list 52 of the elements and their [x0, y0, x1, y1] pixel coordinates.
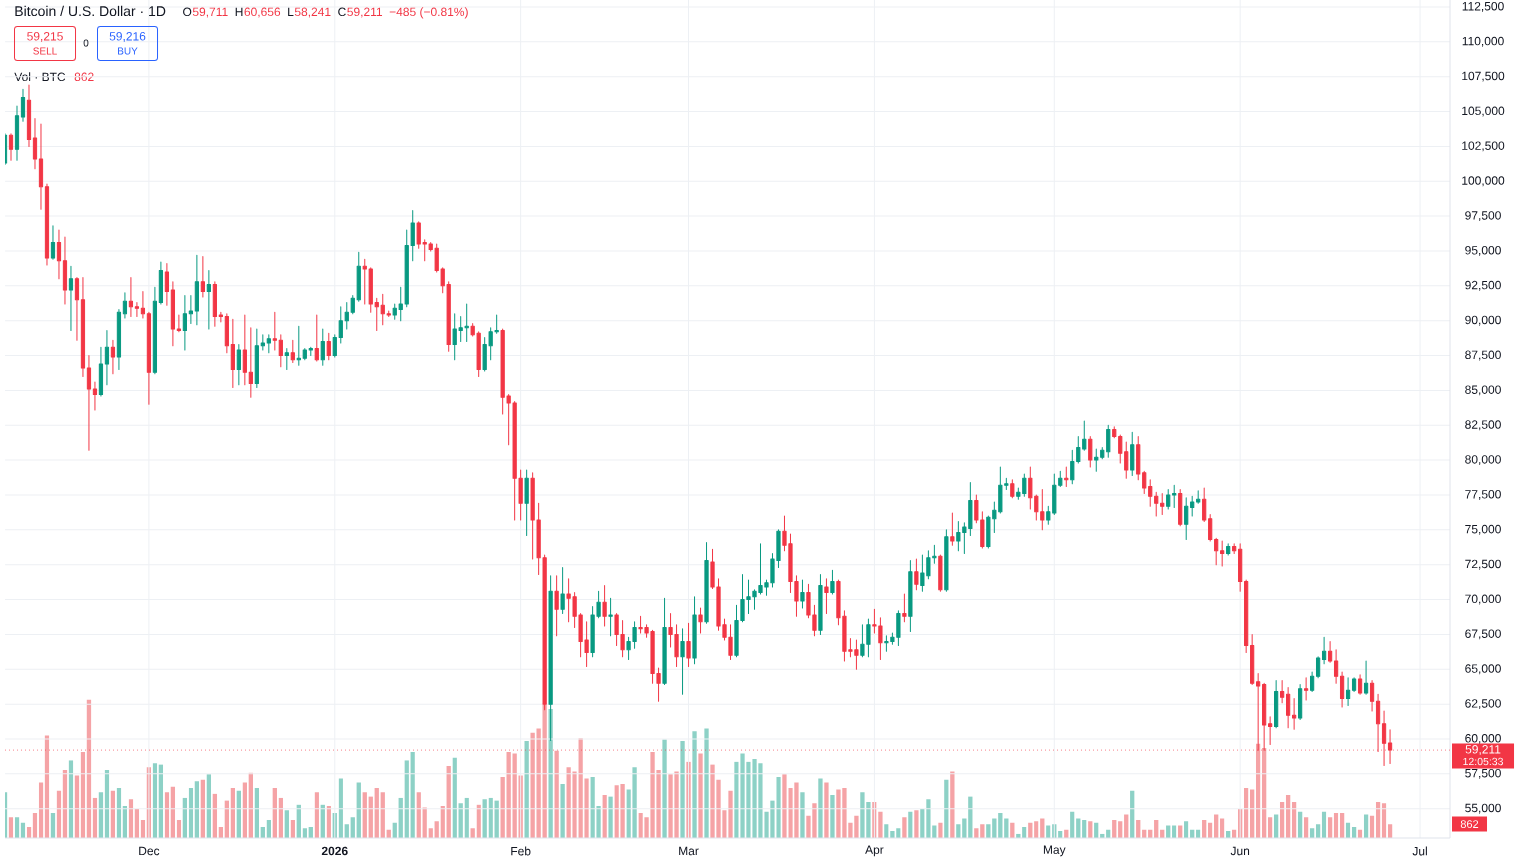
y-tick-label: 95,000	[1465, 246, 1501, 256]
annotation: 59,211	[347, 7, 383, 18]
ref-line-label: 59,211	[1465, 745, 1501, 755]
annotation: 862	[74, 72, 94, 82]
y-tick-label: 112,500	[1462, 1, 1504, 12]
y-tick-label: 65,000	[1465, 664, 1501, 675]
x-tick-label: 2026	[321, 846, 348, 856]
annotation: L	[288, 7, 294, 16]
annotation: Vol · BTC	[14, 72, 66, 82]
annotation: 58,241	[294, 7, 331, 18]
y-tick-label: 105,000	[1462, 106, 1505, 117]
annotation: 59,215	[27, 32, 63, 42]
annotation: 59,711	[192, 7, 228, 18]
y-tick-label: 102,500	[1462, 141, 1505, 152]
annotation: −485 (−0.81%)	[389, 7, 468, 19]
x-tick-label: Apr	[865, 845, 884, 857]
y-tick-label: 87,500	[1465, 350, 1501, 361]
annotation: H	[235, 7, 243, 16]
annotation: SELL	[33, 47, 57, 55]
y-tick-label: 57,500	[1465, 768, 1501, 779]
x-tick-label: May	[1043, 845, 1066, 857]
y-tick-label: 70,000	[1465, 594, 1501, 605]
y-tick-label: 77,500	[1465, 490, 1501, 500]
annotation: BUY	[118, 47, 138, 55]
y-tick-label: 85,000	[1465, 385, 1501, 396]
x-tick-label: Mar	[679, 846, 699, 856]
x-tick-label: Jun	[1230, 846, 1250, 856]
text: 12:05:33	[1463, 757, 1503, 766]
y-tick-label: 97,500	[1465, 211, 1501, 222]
y-tick-label: 67,500	[1465, 629, 1501, 640]
y-tick-label: 82,500	[1465, 420, 1501, 431]
annotation: O	[183, 7, 192, 17]
chart-title: Bitcoin / U.S. Dollar · 1D	[15, 5, 166, 17]
y-tick-label: 60,000	[1465, 734, 1501, 744]
y-tick-label: 75,000	[1465, 524, 1501, 535]
y-tick-label: 62,500	[1465, 699, 1501, 710]
y-tick-label: 55,000	[1465, 803, 1501, 814]
y-tick-label: 90,000	[1465, 315, 1501, 326]
x-tick-label: Dec	[139, 846, 160, 856]
y-tick-label: 80,000	[1465, 455, 1501, 466]
annotation: 59,216	[109, 32, 146, 42]
x-tick-label: Feb	[511, 846, 531, 856]
x-tick-label: Jul	[1412, 846, 1427, 856]
annotation: 60,656	[244, 7, 281, 18]
y-tick-label: 110,000	[1462, 36, 1504, 47]
annotation: C	[338, 7, 346, 17]
annotation: 0	[83, 39, 89, 47]
y-tick-label: 100,000	[1462, 176, 1505, 187]
text: 862	[1460, 820, 1479, 829]
y-tick-label: 72,500	[1465, 559, 1501, 570]
y-tick-label: 92,500	[1465, 280, 1501, 291]
y-tick-label: 107,500	[1462, 71, 1505, 82]
